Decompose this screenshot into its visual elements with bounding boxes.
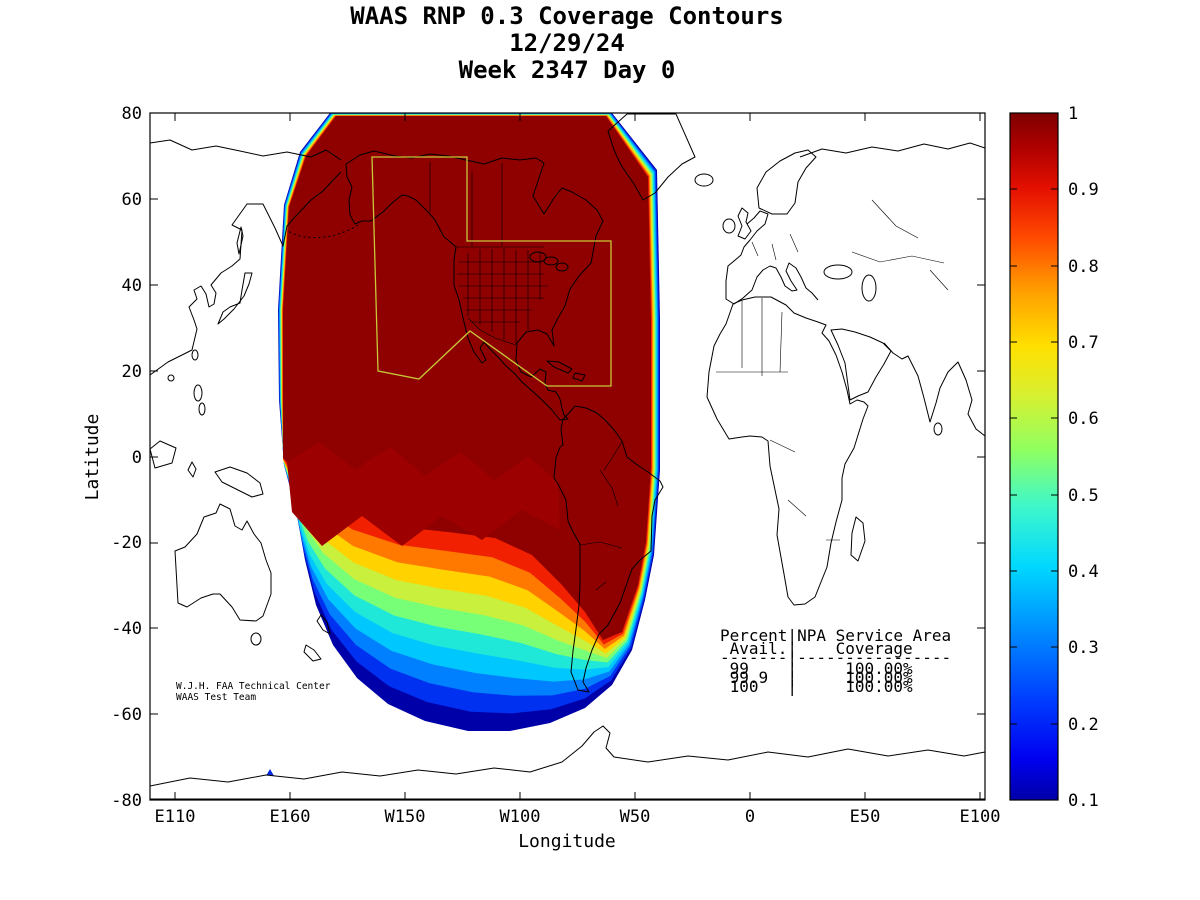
- x-tick-label: E50: [850, 807, 881, 827]
- japan-coast: [217, 272, 253, 325]
- x-tick-label: W50: [620, 807, 651, 827]
- asia-borders: [851, 199, 949, 291]
- asia-south-coast: [883, 342, 985, 437]
- y-tick-label: -80: [111, 791, 142, 811]
- colorbar-tick-label: 0.8: [1068, 257, 1099, 277]
- x-tick-label: W100: [500, 807, 541, 827]
- coverage-table-line: 100 | 100.00%: [720, 677, 913, 696]
- x-tick-label: 0: [745, 807, 755, 827]
- colorbar-tick-label: 0.4: [1068, 562, 1099, 582]
- asia-arctic-coast: [799, 142, 985, 158]
- new-zealand-south: [303, 644, 322, 662]
- africa-coast: [706, 296, 869, 606]
- title-week: Week 2347 Day 0: [459, 56, 676, 84]
- coverage-table-line: Percent|NPA Service Area: [720, 626, 952, 645]
- philippines-coast: [198, 402, 206, 416]
- y-axis-label: Latitude: [82, 414, 103, 501]
- black-sea: [823, 264, 853, 280]
- new-zealand-north: [316, 614, 331, 635]
- y-tick-label: 60: [122, 190, 142, 210]
- hispaniola-coast: [572, 372, 586, 382]
- south-america-coast: [553, 405, 664, 693]
- y-tick-label: 0: [132, 448, 142, 468]
- arabia-coast: [830, 328, 892, 401]
- coverage-table-line: 99.9 | 100.00%: [720, 668, 913, 687]
- canada-province-lines: [471, 163, 503, 246]
- y-tick-label: 40: [122, 276, 142, 296]
- iceland-coast: [694, 173, 714, 187]
- sakhalin-coast: [236, 226, 244, 255]
- madagascar-coast: [850, 516, 866, 562]
- contour-band: [287, 442, 560, 546]
- us-mexico-border: [467, 317, 517, 346]
- greenland-coast: [607, 113, 696, 201]
- x-tick-label: E110: [155, 807, 196, 827]
- y-tick-label: -20: [111, 533, 142, 553]
- x-tick-label: E160: [270, 807, 311, 827]
- coverage-table-line: Avail.| Coverage: [720, 639, 913, 658]
- asia-east-coast: [150, 171, 342, 376]
- us-state-lines: [457, 248, 548, 344]
- page-title: WAAS RNP 0.3 Coverage Contours: [350, 2, 783, 30]
- new-guinea-coast: [214, 466, 264, 498]
- x-axis-label: Longitude: [518, 831, 616, 852]
- aleutian-islands: [286, 224, 359, 239]
- credit-text: W.J.H. FAA Technical Center WAAS Test Tea…: [176, 681, 330, 703]
- colorbar-tick-label: 0.2: [1068, 715, 1099, 735]
- coverage-table-line: -------|----------------: [720, 648, 952, 667]
- taiwan-coast: [191, 349, 199, 361]
- colorbar-tick-label: 0.1: [1068, 791, 1099, 811]
- x-axis-ticks: [174, 113, 981, 800]
- colorbar-ticks: [1010, 112, 1058, 801]
- credit-line-1: W.J.H. FAA Technical Center: [176, 681, 331, 692]
- y-tick-label: 80: [122, 104, 142, 124]
- credit-line-2: WAAS Test Team: [176, 692, 257, 703]
- tasmania-coast: [250, 632, 262, 646]
- great-lake: [555, 262, 569, 272]
- y-tick-label: -60: [111, 705, 142, 725]
- south-america-borders: [579, 441, 623, 591]
- y-tick-label: 20: [122, 362, 142, 382]
- x-tick-label: E100: [960, 807, 1001, 827]
- colorbar: 1 0.9 0.8 0.7 0.6 0.5 0.4 0.3 0.2 0.1: [1009, 104, 1099, 811]
- colorbar-tick-label: 0.9: [1068, 180, 1099, 200]
- caspian-sea: [861, 274, 877, 302]
- sri-lanka-coast: [933, 422, 943, 436]
- cuba-coast: [546, 360, 573, 374]
- colorbar-gradient: [1010, 113, 1058, 800]
- scandinavia-coast: [756, 149, 817, 215]
- ireland-coast: [722, 218, 736, 234]
- britain-coast: [737, 207, 752, 240]
- africa-borders: [716, 298, 840, 541]
- great-lake: [543, 256, 559, 266]
- philippines-coast: [193, 384, 203, 402]
- sulawesi-coast: [187, 461, 197, 478]
- political-borders: [429, 162, 949, 591]
- europe-borders: [751, 233, 799, 261]
- australia-coast: [174, 503, 272, 622]
- north-america-coast: [345, 150, 604, 421]
- colorbar-tick-label: 0.7: [1068, 333, 1099, 353]
- colorbar-frame: [1009, 112, 1059, 801]
- service-area-outline: [371, 156, 612, 387]
- antarctica-coast: [150, 725, 985, 800]
- title-date: 12/29/24: [509, 29, 625, 57]
- y-axis-ticks: [150, 112, 985, 801]
- coverage-table-line: 99 | 100.00%: [720, 659, 913, 678]
- colorbar-tick-label: 0.3: [1068, 638, 1099, 658]
- europe-coast: [725, 210, 819, 305]
- y-tick-label: -40: [111, 619, 142, 639]
- x-tick-label: W150: [385, 807, 426, 827]
- hainan-coast: [167, 374, 175, 382]
- colorbar-tick-label: 1: [1068, 104, 1078, 124]
- colorbar-tick-label: 0.5: [1068, 486, 1099, 506]
- colorbar-tick-label: 0.6: [1068, 409, 1099, 429]
- borneo-coast: [150, 440, 177, 469]
- siberia-arctic-coast: [150, 139, 342, 161]
- world-map: [150, 113, 985, 800]
